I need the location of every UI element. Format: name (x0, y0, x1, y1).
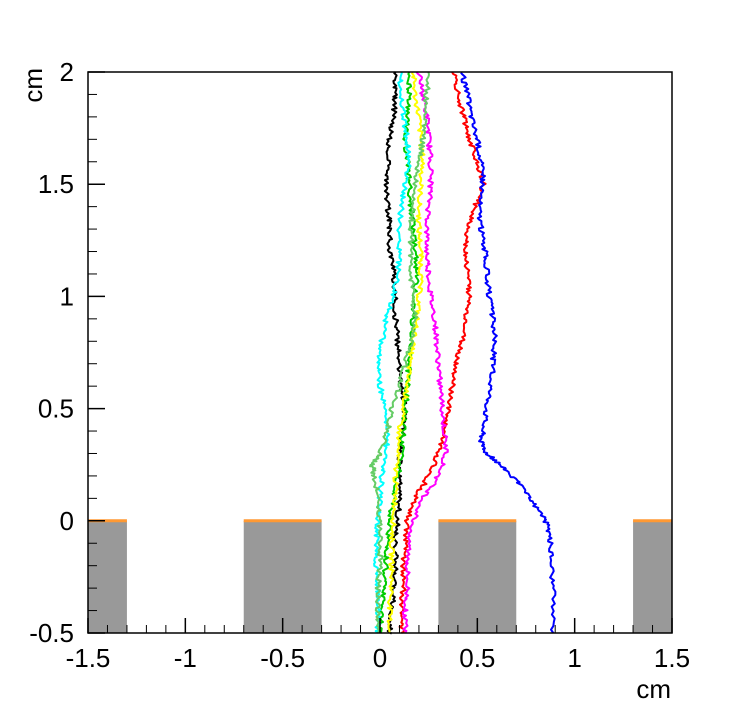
y-tick-label: -0.5 (29, 618, 74, 648)
y-tick-label: 0.5 (38, 394, 74, 424)
x-tick-label: 1.5 (654, 643, 690, 673)
y-tick-labels: -0.5 0 0.5 1 1.5 2 (29, 57, 74, 648)
x-tick-labels: -1.5 -1 -0.5 0 0.5 1 1.5 (66, 643, 690, 673)
electrode-2 (243, 520, 322, 633)
x-tick-label: -1.5 (66, 643, 111, 673)
electrode-3 (438, 520, 517, 633)
drift-path-6 (401, 71, 449, 634)
y-tick-label: 1.5 (38, 169, 74, 199)
drift-path-7 (386, 72, 426, 634)
drift-path-2 (398, 71, 487, 634)
x-tick-label: 0 (373, 643, 387, 673)
drift-path-5 (373, 71, 412, 634)
electrodes (88, 519, 672, 633)
drift-path-8 (369, 71, 431, 634)
series-lines (369, 71, 557, 635)
y-tick-label: 1 (60, 281, 74, 311)
y-tick-label: 0 (60, 506, 74, 536)
x-tick-label: 0.5 (459, 643, 495, 673)
x-axis-label: cm (636, 674, 671, 704)
axis-ticks (87, 71, 673, 634)
electrode-1 (88, 520, 127, 633)
electrode-4 (633, 520, 672, 633)
drift-path-3 (460, 71, 557, 634)
y-axis-label: cm (18, 68, 48, 103)
x-tick-label: -1 (174, 643, 197, 673)
x-tick-label: 1 (567, 643, 581, 673)
y-tick-label: 2 (60, 57, 74, 87)
x-tick-label: -0.5 (260, 643, 305, 673)
